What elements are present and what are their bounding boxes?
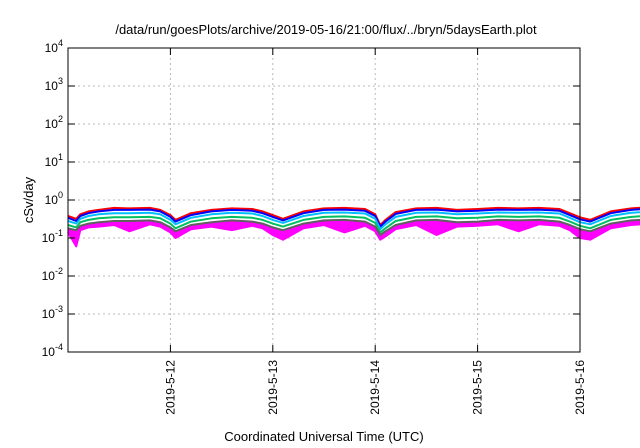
y-tick-label: 104 — [45, 38, 63, 55]
series-line-1 — [67, 208, 640, 228]
y-tick-label-exp: -4 — [55, 342, 63, 352]
grid — [68, 48, 581, 352]
x-tick-label: 2019-5-16 — [573, 360, 587, 415]
y-tick-label-exp: 1 — [58, 152, 63, 162]
y-tick-label-exp: -3 — [55, 304, 63, 314]
x-tick-label: 2019-5-12 — [163, 360, 177, 415]
x-axis-label: Coordinated Universal Time (UTC) — [224, 429, 423, 444]
y-tick-label-exp: -1 — [55, 228, 63, 238]
y-tick-label-base: 10 — [45, 155, 59, 169]
y-axis-label: cSv/day — [21, 176, 36, 223]
y-tick-label-exp: 3 — [58, 76, 63, 86]
y-tick-label: 103 — [45, 76, 63, 93]
series-line-3 — [67, 215, 640, 234]
series-line-4 — [67, 218, 640, 236]
y-tick-label-base: 10 — [45, 79, 59, 93]
y-tick-label-exp: 2 — [58, 114, 63, 124]
y-tick-label: 10-2 — [42, 266, 63, 283]
y-tick-label: 101 — [45, 152, 63, 169]
y-tick-label: 10-4 — [42, 342, 63, 359]
y-tick-label-base: 10 — [42, 345, 56, 359]
y-tick-label-base: 10 — [42, 231, 56, 245]
y-tick-label-base: 10 — [42, 269, 56, 283]
chart-title: /data/run/goesPlots/archive/2019-05-16/2… — [115, 22, 537, 37]
y-tick-label-exp: 4 — [58, 38, 63, 48]
y-tick-label-base: 10 — [45, 41, 59, 55]
series-group — [67, 206, 640, 248]
y-tick-label-exp: -2 — [55, 266, 63, 276]
y-tick-label: 10-1 — [42, 228, 63, 245]
y-tick-label-exp: 0 — [58, 190, 63, 200]
y-tick-label: 10-3 — [42, 304, 63, 321]
series-line-0 — [67, 206, 640, 226]
x-tick-label: 2019-5-15 — [471, 360, 485, 415]
y-tick-label-base: 10 — [45, 193, 59, 207]
y-tick-label-base: 10 — [42, 307, 56, 321]
y-tick-label-base: 10 — [45, 117, 59, 131]
y-tick-label: 100 — [45, 190, 63, 207]
x-tick-label: 2019-5-14 — [368, 360, 382, 415]
series-line-5 — [67, 223, 640, 248]
x-tick-label: 2019-5-13 — [266, 360, 280, 415]
y-tick-label: 102 — [45, 114, 63, 131]
series-line-2 — [67, 211, 640, 231]
axes: 10-410-310-210-11001011021031042019-5-12… — [42, 38, 587, 415]
magenta-band-fill — [68, 219, 640, 247]
